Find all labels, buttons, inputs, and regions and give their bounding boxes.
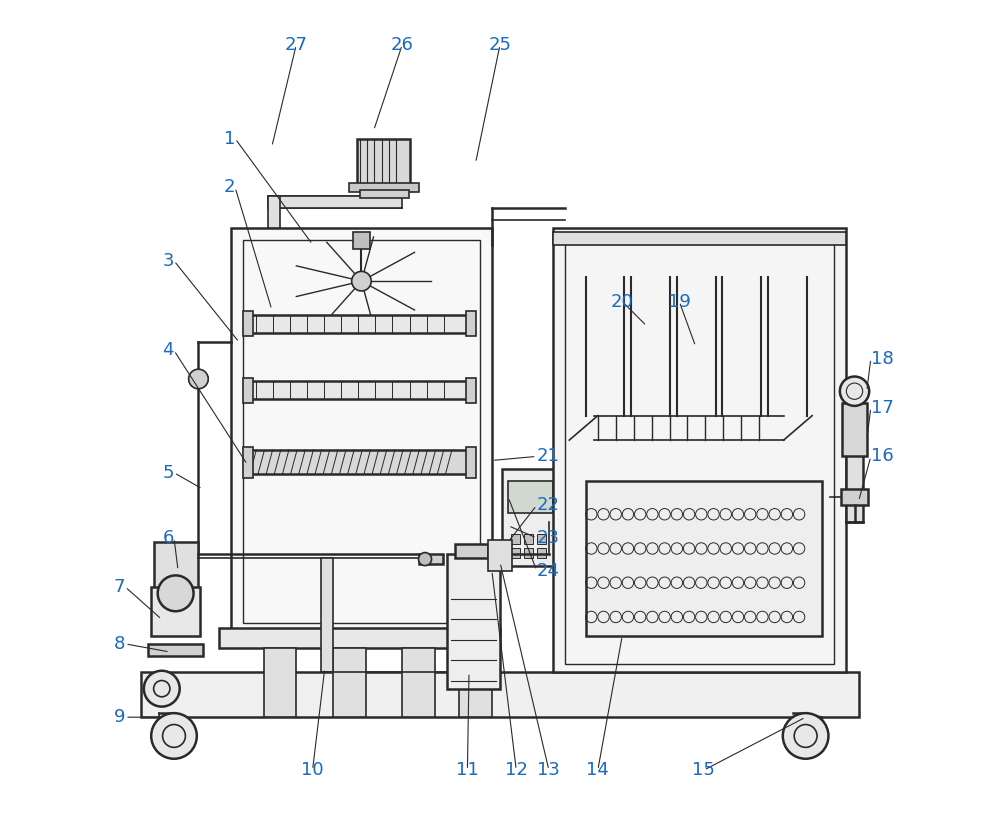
Bar [151,587,200,636]
Text: 2: 2 [224,178,235,196]
Text: 5: 5 [163,464,174,482]
Bar [247,381,471,399]
Bar [243,447,253,478]
Bar [243,311,253,336]
Circle shape [418,553,432,566]
Text: 10: 10 [301,761,324,779]
Bar [360,190,409,198]
Bar [511,534,520,544]
Bar [508,481,553,513]
Bar [553,228,846,672]
Bar [189,377,208,381]
Bar [357,139,410,187]
Text: 4: 4 [163,341,174,359]
Bar [537,534,546,544]
Text: 13: 13 [537,761,560,779]
Text: 18: 18 [871,350,894,368]
Bar [586,481,822,636]
Circle shape [151,713,197,759]
Bar [231,228,492,636]
Circle shape [352,271,371,291]
Text: 25: 25 [488,36,512,54]
Bar [268,196,280,228]
Text: 14: 14 [586,761,609,779]
Circle shape [189,369,208,389]
Text: 15: 15 [692,761,715,779]
Text: 20: 20 [611,293,634,311]
Text: 24: 24 [537,562,560,579]
Circle shape [840,377,869,406]
Bar [402,648,435,717]
Bar [447,554,500,689]
Text: 27: 27 [285,36,308,54]
Text: 22: 22 [537,496,560,514]
Bar [488,540,512,570]
Text: 16: 16 [871,447,894,465]
Bar [537,548,546,558]
Bar [466,378,476,403]
Bar [219,628,500,648]
Bar [264,648,296,717]
Circle shape [783,713,828,759]
Bar [243,378,253,403]
Text: 6: 6 [163,529,174,547]
Bar [524,534,533,544]
Text: 23: 23 [537,529,560,547]
Bar [846,408,863,522]
Text: 1: 1 [224,130,235,148]
Bar [841,489,868,505]
Bar [243,240,480,623]
Bar [268,196,402,208]
Text: 17: 17 [871,399,894,416]
Bar [321,558,333,672]
Bar [842,403,867,456]
Bar [247,315,471,333]
Bar [565,236,834,664]
Text: 8: 8 [114,635,125,653]
Bar [141,672,859,717]
Bar [247,450,471,474]
Bar [502,469,563,566]
Bar [553,232,846,244]
Text: 3: 3 [163,252,174,270]
Bar [148,644,203,656]
Text: 26: 26 [391,36,414,54]
Text: 7: 7 [114,578,125,596]
Text: 9: 9 [114,708,125,726]
Circle shape [158,575,194,611]
Bar [511,548,520,558]
Bar [349,183,418,192]
Bar [466,311,476,336]
Text: 19: 19 [668,293,691,311]
Text: 11: 11 [456,761,479,779]
Text: 12: 12 [505,761,528,779]
Bar [353,232,370,249]
Bar [459,648,492,717]
Bar [466,447,476,478]
Bar [419,554,443,564]
Bar [333,648,366,717]
Bar [524,548,533,558]
Bar [455,544,488,558]
Circle shape [144,671,180,707]
Text: 21: 21 [537,447,560,465]
Bar [154,542,198,595]
